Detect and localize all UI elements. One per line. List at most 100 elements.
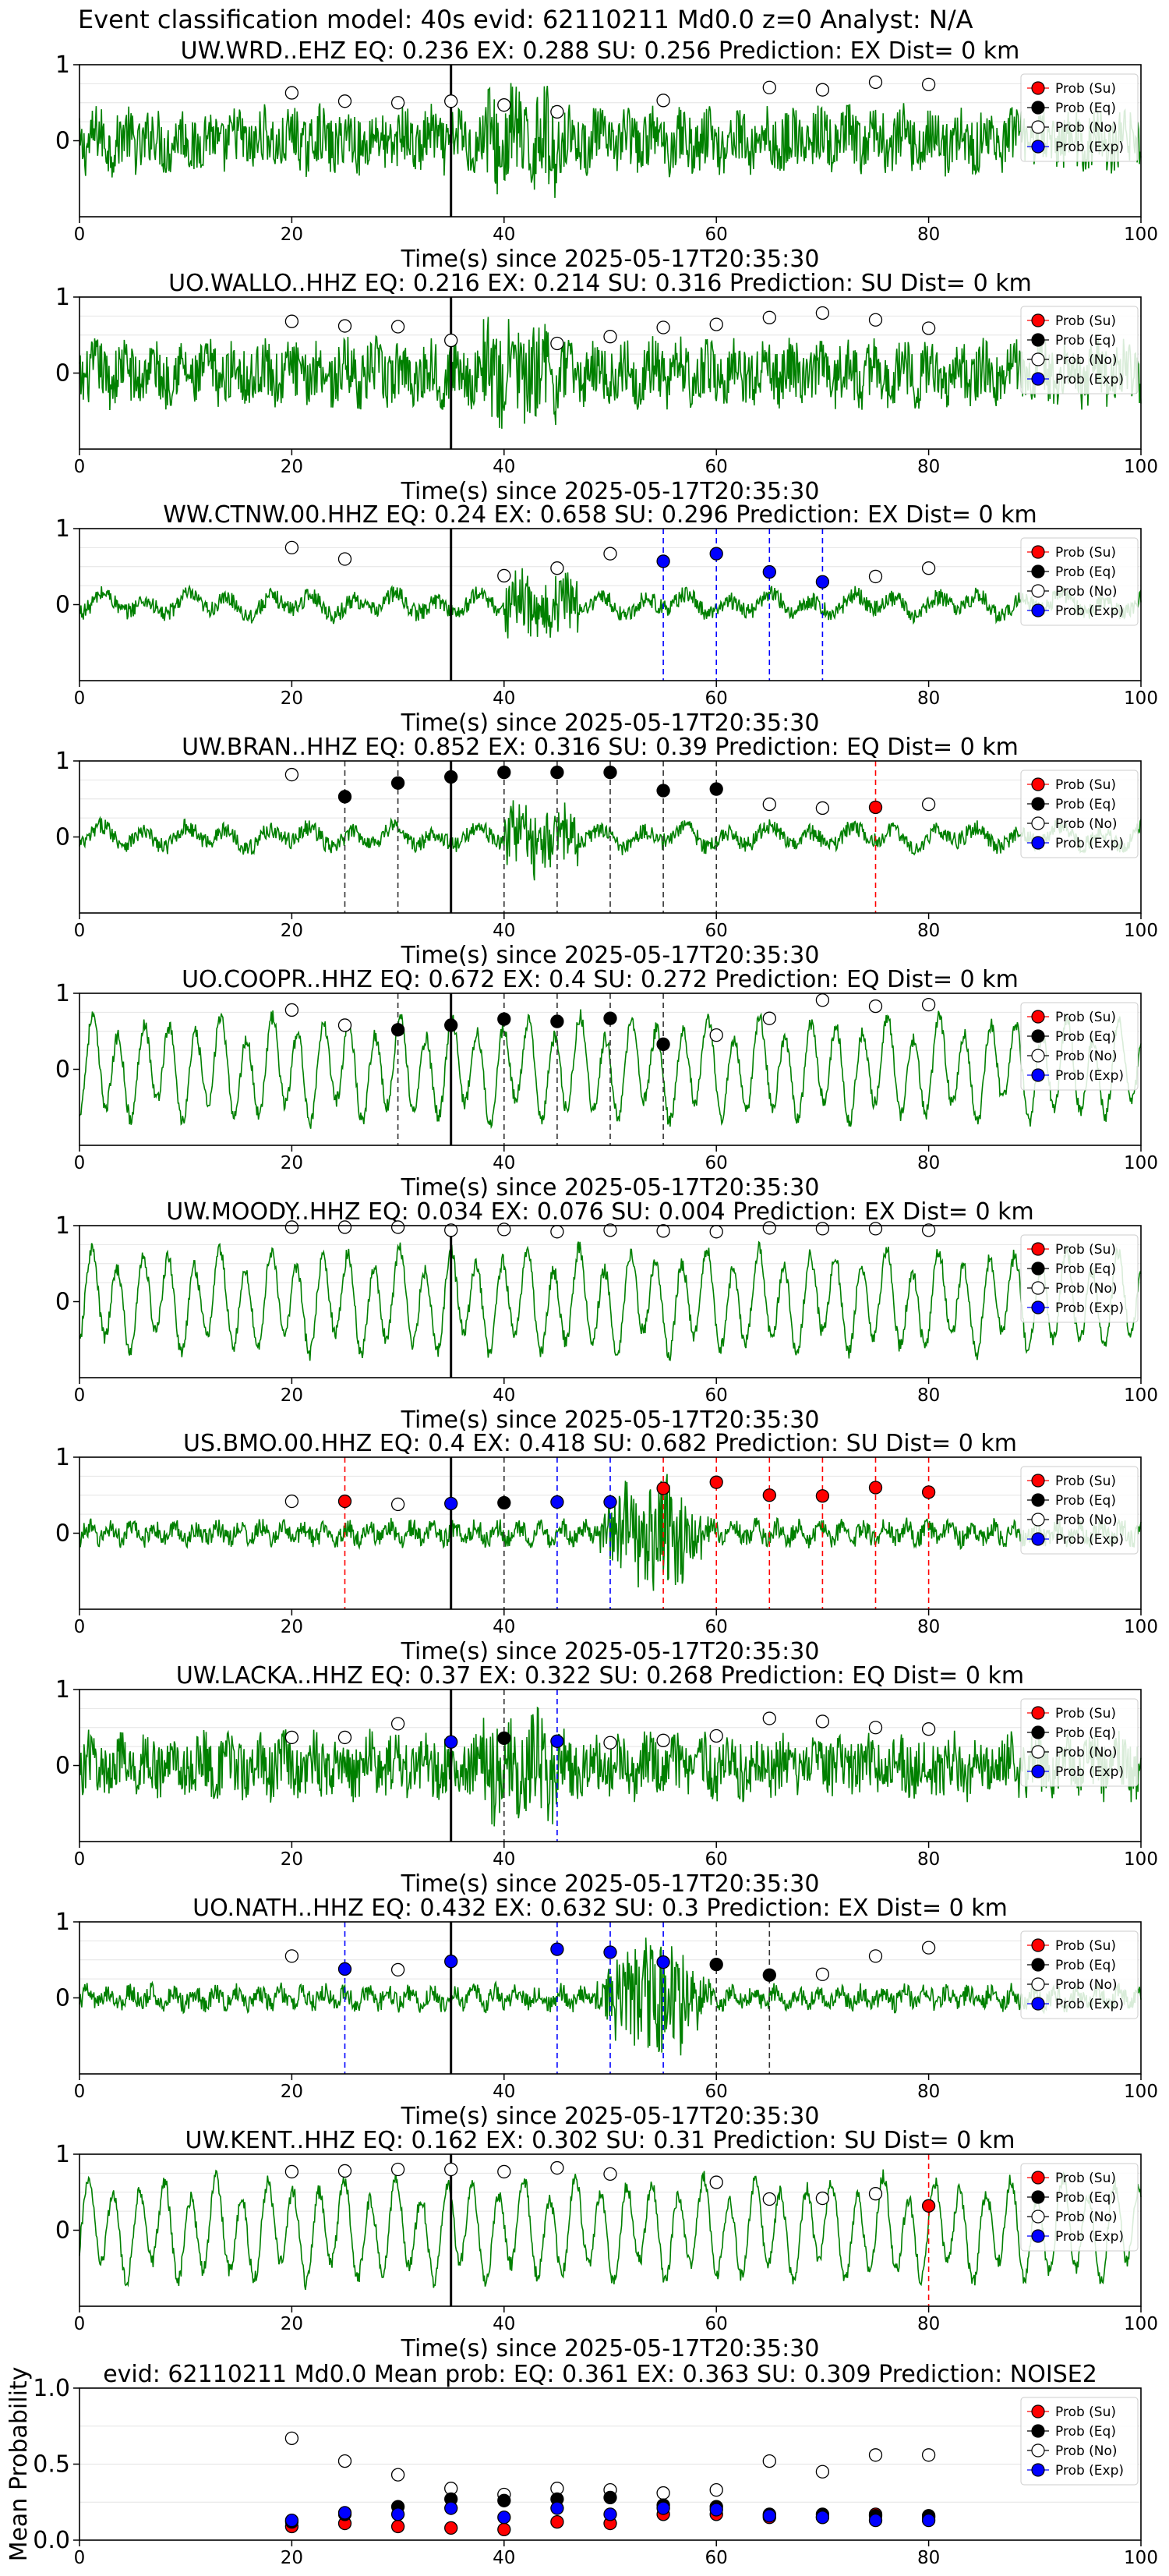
waveform-trace	[79, 1240, 1142, 1361]
prob-no-point	[815, 1714, 830, 1729]
x-tick-label: 40	[493, 2548, 515, 2568]
panel-title: UO.NATH..HHZ EQ: 0.432 EX: 0.632 SU: 0.3…	[192, 1895, 1008, 1922]
prob-no-point	[815, 801, 830, 816]
x-tick-label: 60	[705, 2082, 728, 2102]
panel-title: UW.WRD..EHZ EQ: 0.236 EX: 0.288 SU: 0.25…	[181, 37, 1020, 65]
y-axis-label: Mean Probability	[5, 2367, 33, 2562]
prob-no-point	[284, 314, 299, 328]
prob-no-point	[497, 568, 511, 583]
prob-no-point	[762, 2192, 776, 2206]
legend-marker	[1031, 1938, 1045, 1952]
legend-box	[1020, 2397, 1139, 2486]
panel-11: evid: 62110211 Md0.0 Mean prob: EQ: 0.36…	[5, 2361, 1158, 2568]
y-tick-label: 0	[55, 1520, 70, 1548]
prob-no-point	[390, 1220, 405, 1234]
prob-no-point	[815, 306, 830, 320]
legend-marker	[1031, 1745, 1045, 1759]
x-tick-label: 20	[281, 1153, 303, 1173]
prob-no-point	[709, 1225, 723, 1239]
figure-title: Event classification model: 40s evid: 62…	[78, 5, 973, 34]
legend-box	[1020, 1930, 1139, 2019]
prob-no-point	[868, 313, 883, 327]
x-axis-label: Time(s) since 2025-05-17T20:35:30	[401, 2335, 820, 2362]
prob-su-point	[656, 1481, 670, 1495]
x-tick-label: 20	[281, 457, 303, 477]
waveform-trace	[79, 317, 1142, 429]
x-tick-label: 100	[1124, 2314, 1158, 2334]
prob-no-point	[815, 1967, 830, 1981]
x-axis-label: Time(s) since 2025-05-17T20:35:30	[401, 1174, 820, 1201]
x-tick-label: 20	[281, 2082, 303, 2102]
x-axis-label: Time(s) since 2025-05-17T20:35:30	[401, 2103, 820, 2130]
x-tick-label: 60	[705, 225, 728, 245]
x-tick-label: 20	[281, 688, 303, 709]
prob-no-point	[337, 2454, 352, 2468]
prob-eq-point	[390, 1023, 405, 1037]
prob-eq-point	[550, 765, 564, 780]
legend-label: Prob (No)	[1055, 584, 1118, 600]
prob-no-point	[444, 94, 458, 108]
legend-label: Prob (Su)	[1055, 1010, 1116, 1025]
y-tick-label: 1	[55, 515, 70, 543]
prob-no-point	[762, 1011, 776, 1025]
y-tick-label: 0	[55, 1753, 70, 1780]
prob-no-point	[815, 2191, 830, 2206]
legend-marker	[1031, 1474, 1045, 1488]
x-tick-label: 20	[281, 1385, 303, 1406]
legend-label: Prob (Eq)	[1055, 1029, 1116, 1045]
x-tick-label: 40	[493, 457, 515, 477]
legend-label: Prob (No)	[1055, 352, 1118, 368]
prob-su-point	[337, 1494, 352, 1509]
x-tick-label: 100	[1124, 2548, 1158, 2568]
prob-no-point	[921, 321, 936, 335]
x-axis-label: Time(s) since 2025-05-17T20:35:30	[401, 478, 820, 505]
panel-1: UW.WRD..EHZ EQ: 0.236 EX: 0.288 SU: 0.25…	[55, 37, 1158, 273]
prob-eq-point	[550, 1014, 564, 1028]
prob-eq-point	[497, 1012, 511, 1026]
legend-box	[1020, 2163, 1139, 2252]
panel-6: UW.MOODY..HHZ EQ: 0.034 EX: 0.076 SU: 0.…	[55, 1198, 1158, 1434]
x-tick-label: 80	[917, 688, 940, 709]
x-tick-label: 40	[493, 2314, 515, 2334]
legend-label: Prob (Exp)	[1055, 2463, 1124, 2479]
legend-marker	[1031, 797, 1045, 811]
x-tick-label: 80	[917, 2548, 940, 2568]
legend: Prob (Su) Prob (Eq) Prob (No) Prob (Exp)	[1020, 306, 1139, 395]
x-tick-label: 40	[493, 688, 515, 709]
x-tick-label: 20	[281, 1849, 303, 1870]
x-tick-label: 20	[281, 921, 303, 941]
legend-marker	[1031, 2171, 1045, 2185]
prob-exp-point	[390, 2507, 405, 2521]
panel-title: US.BMO.00.HHZ EQ: 0.4 EX: 0.418 SU: 0.68…	[183, 1430, 1017, 1457]
legend-label: Prob (Eq)	[1055, 564, 1116, 580]
y-tick-label: 1	[55, 1212, 70, 1240]
x-tick-label: 60	[705, 2314, 728, 2334]
legend-label: Prob (No)	[1055, 120, 1118, 136]
panel-title: UW.LACKA..HHZ EQ: 0.37 EX: 0.322 SU: 0.2…	[176, 1662, 1024, 1690]
prob-no-point	[550, 104, 564, 119]
prob-no-point	[921, 1722, 936, 1736]
prob-no-point	[497, 98, 511, 112]
legend-marker	[1031, 1532, 1045, 1546]
legend-marker	[1031, 81, 1045, 95]
legend-label: Prob (Exp)	[1055, 1300, 1124, 1316]
prob-no-point	[550, 1225, 564, 1239]
x-tick-label: 0	[74, 1617, 86, 1637]
legend-label: Prob (Eq)	[1055, 333, 1116, 349]
legend: Prob (Su) Prob (Eq) Prob (No) Prob (Exp)	[1020, 2397, 1139, 2486]
prob-no-point	[762, 2454, 776, 2468]
prob-no-point	[390, 96, 405, 110]
prob-eq-point	[603, 765, 617, 780]
prob-no-point	[921, 997, 936, 1012]
prob-eq-point	[444, 770, 458, 784]
prob-no-point	[656, 1733, 670, 1747]
x-tick-label: 80	[917, 1385, 940, 1406]
prob-eq-point	[497, 1495, 511, 1510]
panel-title: UO.WALLO..HHZ EQ: 0.216 EX: 0.214 SU: 0.…	[168, 270, 1032, 297]
prob-no-point	[550, 336, 564, 351]
x-tick-label: 0	[74, 2314, 86, 2334]
y-tick-label: 1	[55, 748, 70, 775]
prob-no-point	[762, 797, 776, 812]
prob-eq-point	[444, 1018, 458, 1032]
x-tick-label: 40	[493, 921, 515, 941]
